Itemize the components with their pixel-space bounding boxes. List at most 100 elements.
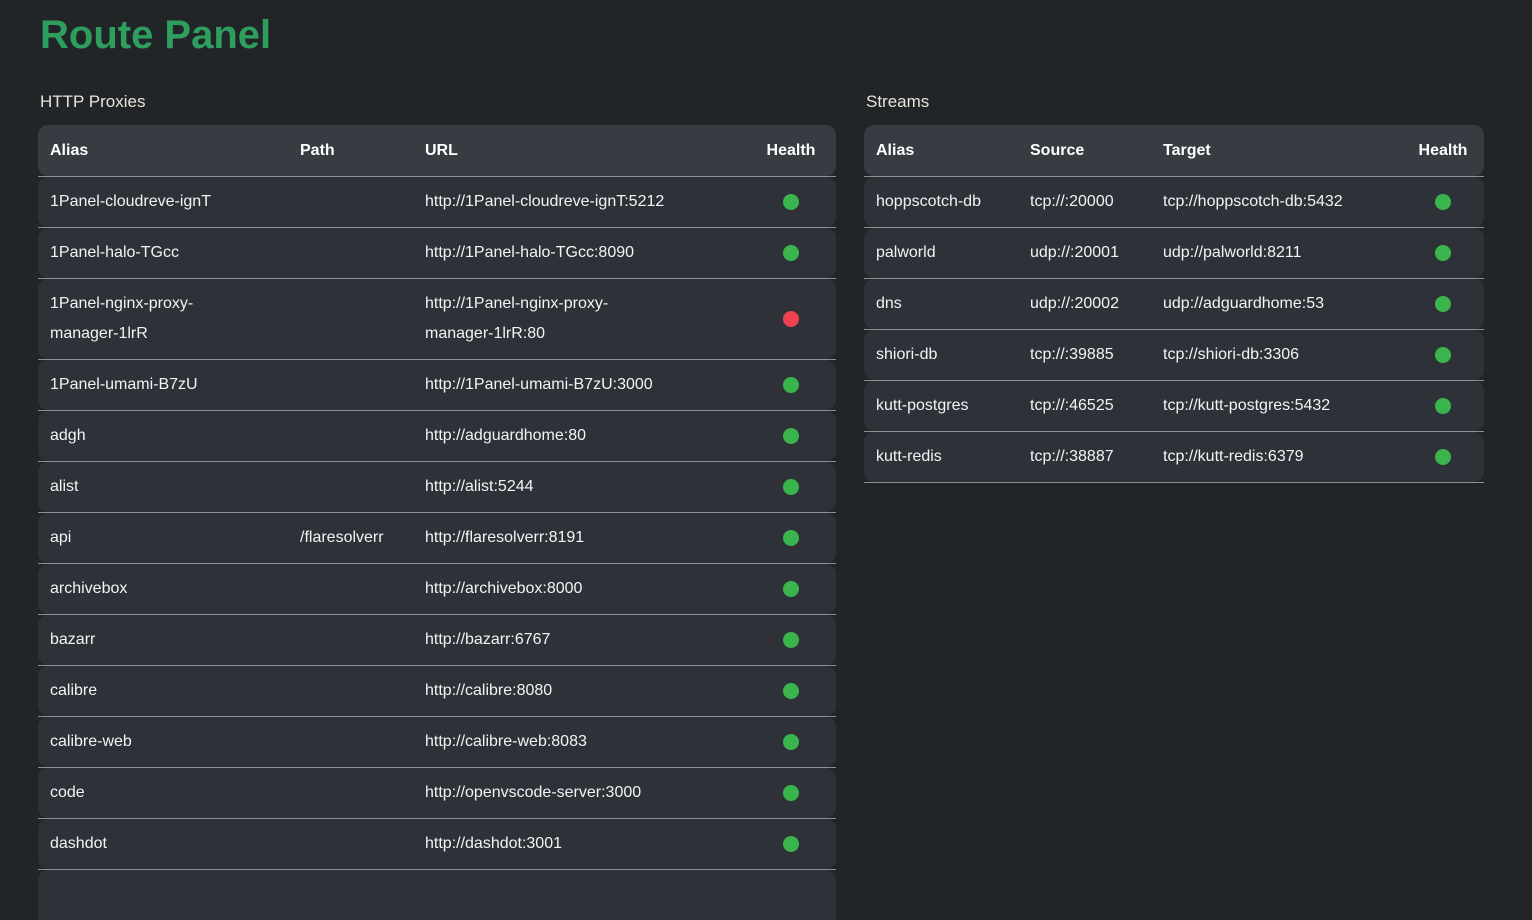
alias-cell: kutt-redis	[876, 448, 942, 465]
table-row: kutt-postgres tcp://:46525 tcp://kutt-po…	[864, 381, 1484, 431]
row-divider	[864, 329, 1484, 330]
health-cell	[746, 301, 836, 337]
column-header-source: Source	[1030, 141, 1085, 159]
column-header-target: Target	[1163, 141, 1211, 159]
http-proxies-section: HTTP Proxies Alias Path URL Health 1Pane…	[38, 62, 836, 920]
page: Route Panel HTTP Proxies Alias Path URL …	[0, 8, 1532, 920]
alias-cell: adgh	[50, 427, 86, 444]
path-cell	[288, 243, 413, 263]
health-dot-icon	[783, 194, 799, 210]
health-dot-icon	[1435, 245, 1451, 261]
path-cell	[288, 192, 413, 212]
health-cell	[746, 184, 836, 220]
table-row: 1Panel-halo-TGcc http://1Panel-halo-TGcc…	[38, 228, 836, 278]
table-row: archivebox http://archivebox:8000	[38, 564, 836, 614]
health-cell	[746, 622, 836, 658]
streams-label: Streams	[866, 92, 930, 111]
source-cell: tcp://:39885	[1030, 346, 1114, 363]
health-dot-icon	[783, 311, 799, 327]
health-cell	[746, 520, 836, 556]
url-cell: http://calibre-web:8083	[425, 733, 587, 750]
alias-cell: alist	[50, 478, 79, 495]
table-row: kutt-redis tcp://:38887 tcp://kutt-redis…	[864, 432, 1484, 482]
health-cell	[1402, 184, 1484, 220]
table-row: alist http://alist:5244	[38, 462, 836, 512]
row-divider	[38, 512, 836, 513]
table-row: dns udp://:20002 udp://adguardhome:53	[864, 279, 1484, 329]
target-cell: udp://palworld:8211	[1163, 244, 1302, 261]
streams-table: Alias Source Target Health hoppscotch-db…	[864, 125, 1484, 483]
table-row: calibre http://calibre:8080	[38, 666, 836, 716]
path-cell	[288, 783, 413, 803]
table-row: bazarr http://bazarr:6767	[38, 615, 836, 665]
health-cell	[746, 724, 836, 760]
row-divider	[864, 227, 1484, 228]
http-proxies-table-body: 1Panel-cloudreve-ignT http://1Panel-clou…	[38, 176, 836, 920]
alias-cell: 1Panel-umami-B7zU	[50, 376, 198, 393]
column-header-url: URL	[425, 141, 458, 159]
path-cell	[288, 630, 413, 650]
column-header-alias: Alias	[50, 141, 89, 159]
http-proxies-table: Alias Path URL Health 1Panel-cloudreve-i…	[38, 125, 836, 920]
alias-cell: archivebox	[50, 580, 128, 597]
health-dot-icon	[1435, 449, 1451, 465]
row-divider	[38, 716, 836, 717]
http-proxies-header-row: Alias Path URL Health	[38, 125, 836, 176]
row-divider	[864, 431, 1484, 432]
target-cell: tcp://kutt-redis:6379	[1163, 448, 1304, 465]
path-cell	[288, 834, 413, 854]
table-row: hoppscotch-db tcp://:20000 tcp://hoppsco…	[864, 177, 1484, 227]
table-row: palworld udp://:20001 udp://palworld:821…	[864, 228, 1484, 278]
health-cell	[1402, 388, 1484, 424]
table-row: calibre-web http://calibre-web:8083	[38, 717, 836, 767]
alias-cell: 1Panel-cloudreve-ignT	[50, 193, 211, 210]
path-cell	[288, 426, 413, 446]
column-header-path: Path	[300, 141, 335, 159]
streams-section: Streams Alias Source Target Health hopps…	[864, 62, 1484, 483]
url-cell: http://1Panel-cloudreve-ignT:5212	[425, 193, 665, 210]
health-dot-icon	[783, 428, 799, 444]
alias-cell: palworld	[876, 244, 936, 261]
row-divider	[864, 380, 1484, 381]
health-cell	[1402, 337, 1484, 373]
path-cell	[288, 309, 413, 329]
health-cell	[746, 826, 836, 862]
health-dot-icon	[783, 734, 799, 750]
row-divider	[864, 482, 1484, 483]
row-divider	[38, 359, 836, 360]
row-divider	[38, 176, 836, 177]
tables-container: HTTP Proxies Alias Path URL Health 1Pane…	[38, 62, 1532, 920]
health-cell	[1402, 439, 1484, 475]
health-cell	[746, 235, 836, 271]
row-divider	[38, 461, 836, 462]
health-dot-icon	[783, 581, 799, 597]
url-cell: http://calibre:8080	[425, 682, 553, 699]
health-dot-icon	[783, 377, 799, 393]
health-dot-icon	[783, 479, 799, 495]
health-cell	[746, 469, 836, 505]
row-divider	[38, 563, 836, 564]
url-cell: http://dashdot:3001	[425, 835, 562, 852]
alias-cell: 1Panel-nginx-proxy- manager-1lrR	[50, 295, 194, 342]
health-cell	[746, 673, 836, 709]
health-dot-icon	[783, 530, 799, 546]
table-row: 1Panel-nginx-proxy- manager-1lrR http://…	[38, 279, 836, 359]
target-cell: tcp://hoppscotch-db:5432	[1163, 193, 1343, 210]
path-cell: /flaresolverr	[300, 529, 384, 546]
alias-cell: calibre	[50, 682, 98, 699]
alias-cell: api	[50, 529, 72, 546]
row-divider	[38, 665, 836, 666]
health-cell	[1402, 286, 1484, 322]
column-header-health: Health	[766, 141, 816, 159]
health-cell	[746, 418, 836, 454]
http-proxies-label: HTTP Proxies	[40, 92, 146, 111]
url-cell: http://1Panel-nginx-proxy- manager-1lrR:…	[425, 295, 609, 342]
row-divider	[864, 278, 1484, 279]
row-divider	[38, 410, 836, 411]
streams-table-body: hoppscotch-db tcp://:20000 tcp://hoppsco…	[864, 176, 1484, 483]
source-cell: udp://:20002	[1030, 295, 1119, 312]
streams-header-row: Alias Source Target Health	[864, 125, 1484, 176]
health-dot-icon	[1435, 296, 1451, 312]
table-row-partial	[38, 870, 836, 920]
row-divider	[38, 614, 836, 615]
